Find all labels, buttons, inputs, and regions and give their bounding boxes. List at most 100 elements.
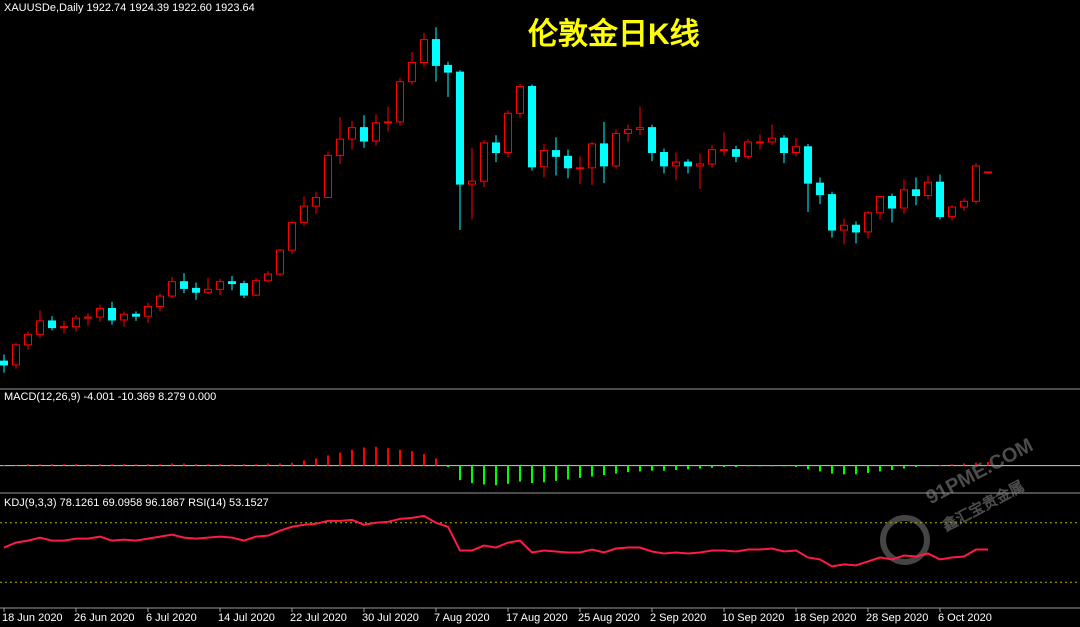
candle-body xyxy=(732,149,740,157)
candle-body xyxy=(708,149,716,165)
candle-body xyxy=(360,127,368,142)
candle-body xyxy=(192,287,200,293)
x-tick-label: 28 Sep 2020 xyxy=(866,612,928,624)
candle-body xyxy=(396,81,404,123)
candle-body xyxy=(432,39,440,66)
x-tick-label: 6 Oct 2020 xyxy=(938,612,992,624)
candle-body xyxy=(36,320,44,335)
candle-body xyxy=(948,206,956,218)
candle-body xyxy=(660,152,668,167)
candle-body xyxy=(228,281,236,285)
candle-body xyxy=(984,171,992,174)
x-tick-label: 7 Aug 2020 xyxy=(434,612,490,624)
candle-body xyxy=(648,127,656,154)
watermark-logo xyxy=(880,515,930,565)
candle-body xyxy=(12,344,20,366)
candle-body xyxy=(780,137,788,154)
candle-body xyxy=(960,200,968,208)
candle-body xyxy=(528,85,536,168)
kdj-header: KDJ(9,3,3) 78.1261 69.0958 96.1867 RSI(1… xyxy=(4,497,269,509)
candle-body xyxy=(0,360,8,366)
candle-body xyxy=(348,127,356,140)
candle-body xyxy=(636,127,644,131)
candle-body xyxy=(216,281,224,290)
candle-body xyxy=(696,163,704,167)
candle-body xyxy=(900,189,908,209)
candle-body xyxy=(276,249,284,275)
candle-body xyxy=(180,281,188,289)
candle-body xyxy=(336,138,344,156)
candle-body xyxy=(972,165,980,202)
candle-body xyxy=(108,307,116,321)
candle-body xyxy=(864,212,872,233)
candle-body xyxy=(504,112,512,154)
candle-body xyxy=(120,313,128,321)
candle-body xyxy=(84,316,92,319)
candle-body xyxy=(936,181,944,218)
candle-body xyxy=(144,306,152,317)
candle-body xyxy=(324,154,332,198)
rsi-line xyxy=(3,514,988,568)
candle-body xyxy=(132,313,140,317)
candle-body xyxy=(840,224,848,231)
candle-body xyxy=(888,196,896,209)
candle-body xyxy=(156,295,164,308)
candle-body xyxy=(828,194,836,231)
candle-body xyxy=(576,167,584,170)
candle-body xyxy=(492,142,500,154)
candle-body xyxy=(792,146,800,154)
candle-body xyxy=(300,205,308,223)
candle-body xyxy=(516,85,524,114)
candle-body xyxy=(912,189,920,197)
candle-body xyxy=(420,39,428,64)
x-tick-label: 30 Jul 2020 xyxy=(362,612,419,624)
candle-body xyxy=(744,141,752,157)
candle-body xyxy=(240,283,248,296)
candle-body xyxy=(768,137,776,143)
candle-body xyxy=(924,181,932,197)
candle-body xyxy=(816,182,824,196)
x-tick-label: 22 Jul 2020 xyxy=(290,612,347,624)
candle-body xyxy=(456,71,464,185)
x-tick-label: 18 Sep 2020 xyxy=(794,612,856,624)
candle-body xyxy=(72,317,80,328)
x-tick-label: 6 Jul 2020 xyxy=(146,612,197,624)
candle-body xyxy=(24,333,32,346)
candle-body xyxy=(60,326,68,329)
x-tick-label: 17 Aug 2020 xyxy=(506,612,568,624)
macd-header: MACD(12,26,9) -4.001 -10.369 8.279 0.000 xyxy=(4,391,216,403)
candle-body xyxy=(876,196,884,214)
candle-body xyxy=(672,161,680,167)
candle-body xyxy=(312,196,320,207)
candle-body xyxy=(468,180,476,185)
candle-body xyxy=(588,143,596,169)
candle-body xyxy=(600,143,608,167)
chart-title: 伦敦金日K线 xyxy=(528,17,700,51)
candle-body xyxy=(444,64,452,73)
candle-body xyxy=(372,122,380,142)
candle-body xyxy=(720,149,728,152)
candle-body xyxy=(408,62,416,83)
candle-body xyxy=(264,273,272,282)
candle-body xyxy=(96,307,104,318)
candle-body xyxy=(804,146,812,184)
candle-body xyxy=(684,161,692,167)
candle-body xyxy=(48,320,56,329)
x-tick-label: 25 Aug 2020 xyxy=(578,612,640,624)
candle-body xyxy=(756,141,764,144)
x-tick-label: 2 Sep 2020 xyxy=(650,612,706,624)
candle-body xyxy=(384,121,392,124)
chart-header: XAUUSDe,Daily 1922.74 1924.39 1922.60 19… xyxy=(4,2,255,14)
candle-body xyxy=(252,280,260,296)
candle-body xyxy=(288,221,296,251)
x-tick-label: 18 Jun 2020 xyxy=(2,612,63,624)
candle-body xyxy=(852,224,860,233)
candle-body xyxy=(480,142,488,182)
candle-body xyxy=(612,132,620,167)
candle-body xyxy=(204,288,212,293)
x-tick-label: 10 Sep 2020 xyxy=(722,612,784,624)
x-tick-label: 14 Jul 2020 xyxy=(218,612,275,624)
